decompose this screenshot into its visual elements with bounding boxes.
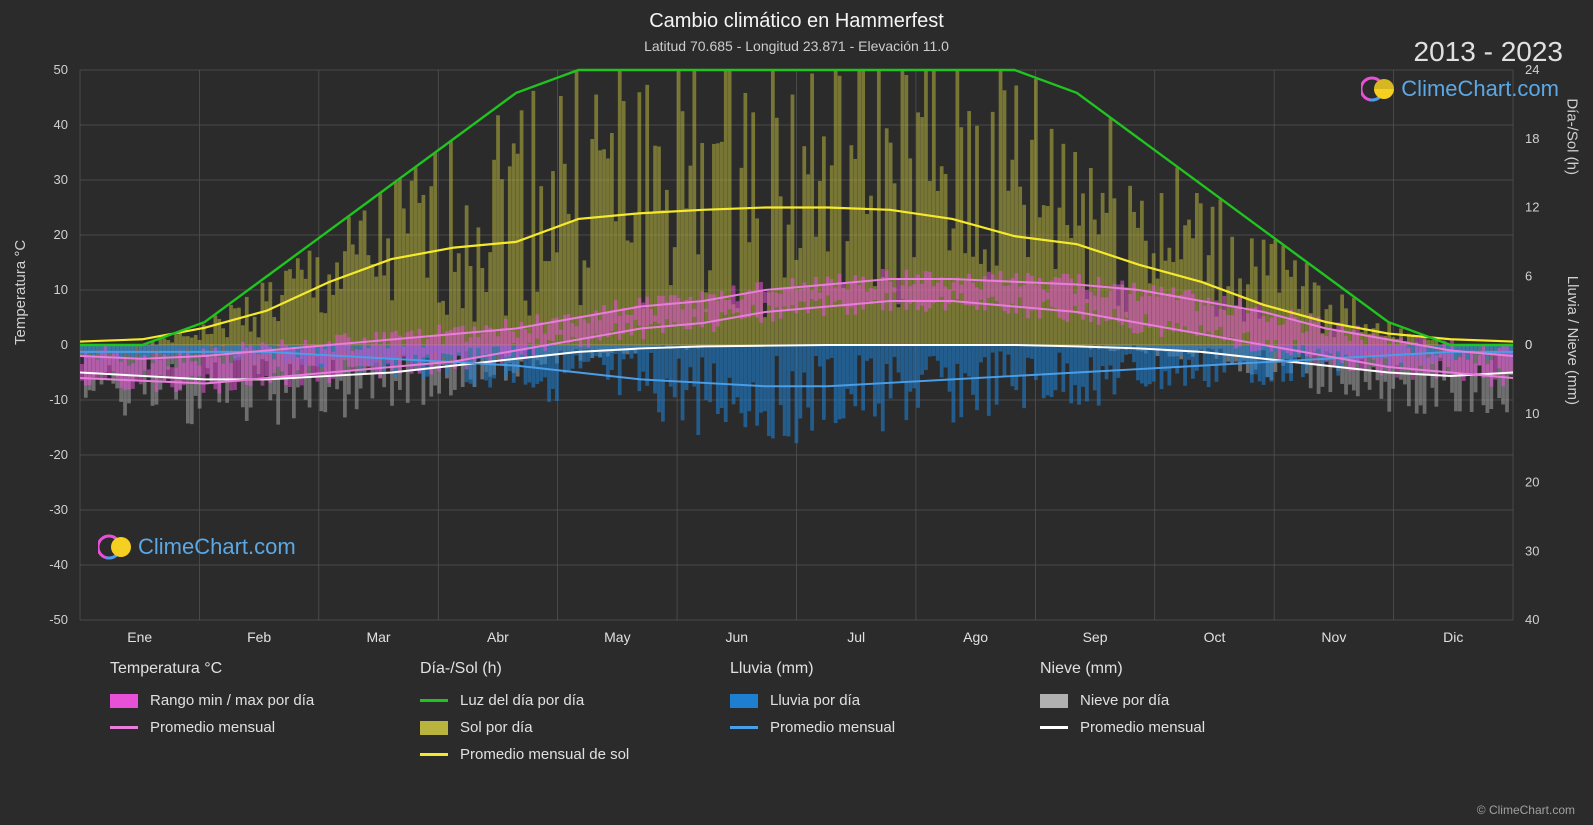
svg-text:-10: -10	[49, 392, 68, 407]
legend-item: Lluvia por día	[730, 692, 980, 709]
svg-text:20: 20	[1525, 475, 1539, 490]
svg-text:Jun: Jun	[726, 629, 749, 645]
legend-swatch	[1040, 694, 1068, 708]
legend-label: Promedio mensual	[150, 719, 275, 736]
svg-text:Nov: Nov	[1321, 629, 1346, 645]
svg-text:Mar: Mar	[366, 629, 390, 645]
legend-swatch	[420, 699, 448, 702]
y-axis-right-top-label: Día-/Sol (h)	[1564, 98, 1581, 175]
svg-text:Feb: Feb	[247, 629, 271, 645]
legend-label: Luz del día por día	[460, 692, 584, 709]
svg-text:0: 0	[1525, 337, 1532, 352]
legend-col-rain: Lluvia (mm) Lluvia por día Promedio mensua…	[730, 660, 980, 763]
svg-text:Abr: Abr	[487, 629, 509, 645]
svg-text:18: 18	[1525, 131, 1539, 146]
svg-text:50: 50	[54, 62, 68, 77]
legend-swatch	[730, 694, 758, 708]
svg-text:-20: -20	[49, 447, 68, 462]
svg-text:May: May	[604, 629, 630, 645]
svg-text:Ago: Ago	[963, 629, 988, 645]
legend-label: Sol por día	[460, 719, 533, 736]
svg-text:30: 30	[1525, 543, 1539, 558]
logo-text: ClimeChart.com	[138, 534, 296, 560]
copyright: © ClimeChart.com	[1477, 803, 1575, 817]
svg-text:10: 10	[54, 282, 68, 297]
legend-item: Promedio mensual	[1040, 719, 1290, 736]
svg-text:Ene: Ene	[127, 629, 152, 645]
climate-chart: Cambio climático en Hammerfest Latitud 7…	[0, 0, 1593, 825]
legend: Temperatura °C Rango min / max por día Pro…	[110, 660, 1510, 763]
legend-header: Nieve (mm)	[1040, 660, 1290, 678]
legend-item: Promedio mensual	[730, 719, 980, 736]
svg-text:20: 20	[54, 227, 68, 242]
svg-text:40: 40	[1525, 612, 1539, 627]
y-axis-left-label: Temperatura °C	[12, 240, 29, 345]
svg-text:0: 0	[61, 337, 68, 352]
legend-label: Promedio mensual de sol	[460, 746, 629, 763]
svg-text:-50: -50	[49, 612, 68, 627]
legend-header: Día-/Sol (h)	[420, 660, 670, 678]
legend-label: Nieve por día	[1080, 692, 1169, 709]
svg-text:-30: -30	[49, 502, 68, 517]
svg-text:10: 10	[1525, 406, 1539, 421]
legend-label: Promedio mensual	[1080, 719, 1205, 736]
logo-text: ClimeChart.com	[1401, 76, 1559, 102]
legend-swatch	[730, 726, 758, 729]
svg-text:Dic: Dic	[1443, 629, 1463, 645]
svg-text:12: 12	[1525, 200, 1539, 215]
legend-item: Luz del día por día	[420, 692, 670, 709]
legend-swatch	[420, 753, 448, 756]
svg-text:-40: -40	[49, 557, 68, 572]
legend-header: Lluvia (mm)	[730, 660, 980, 678]
legend-item: Sol por día	[420, 719, 670, 736]
legend-swatch	[110, 694, 138, 708]
logo-icon	[98, 530, 132, 564]
legend-header: Temperatura °C	[110, 660, 360, 678]
legend-swatch	[420, 721, 448, 735]
legend-swatch	[1040, 726, 1068, 729]
legend-item: Promedio mensual	[110, 719, 360, 736]
svg-text:Oct: Oct	[1204, 629, 1226, 645]
legend-item: Nieve por día	[1040, 692, 1290, 709]
legend-item: Promedio mensual de sol	[420, 746, 670, 763]
legend-swatch	[110, 726, 138, 729]
legend-col-snow: Nieve (mm) Nieve por día Promedio mensual	[1040, 660, 1290, 763]
svg-text:Sep: Sep	[1083, 629, 1108, 645]
logo-bottom: ClimeChart.com	[98, 530, 296, 564]
svg-text:40: 40	[54, 117, 68, 132]
legend-label: Promedio mensual	[770, 719, 895, 736]
y-axis-right-bottom-label: Lluvia / Nieve (mm)	[1564, 276, 1581, 405]
svg-text:6: 6	[1525, 268, 1532, 283]
logo-icon	[1361, 72, 1395, 106]
legend-item: Rango min / max por día	[110, 692, 360, 709]
legend-label: Lluvia por día	[770, 692, 860, 709]
svg-text:30: 30	[54, 172, 68, 187]
chart-subtitle: Latitud 70.685 - Longitud 23.871 - Eleva…	[0, 38, 1593, 54]
legend-col-daysun: Día-/Sol (h) Luz del día por día Sol por d…	[420, 660, 670, 763]
legend-col-temp: Temperatura °C Rango min / max por día Pro…	[110, 660, 360, 763]
legend-label: Rango min / max por día	[150, 692, 314, 709]
svg-text:Jul: Jul	[847, 629, 865, 645]
year-range: 2013 - 2023	[1414, 36, 1563, 68]
chart-title: Cambio climático en Hammerfest	[0, 10, 1593, 33]
logo-top: ClimeChart.com	[1361, 72, 1559, 106]
